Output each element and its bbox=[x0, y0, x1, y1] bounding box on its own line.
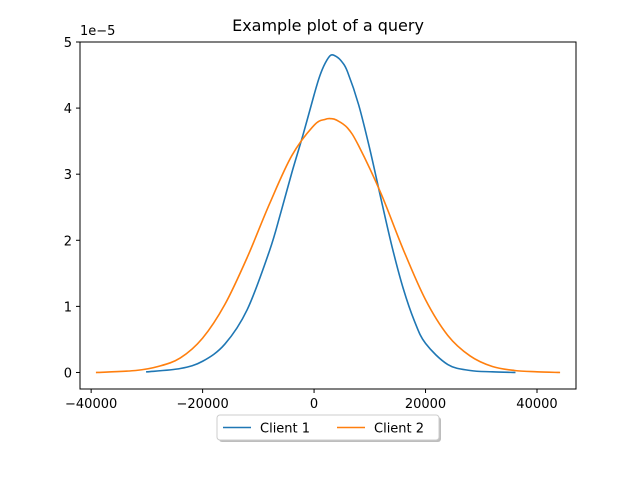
chart-title: Example plot of a query bbox=[232, 16, 424, 35]
legend-label-2: Client 2 bbox=[374, 422, 424, 437]
y-tick-label: 4 bbox=[64, 102, 72, 117]
legend-label-1: Client 1 bbox=[260, 422, 310, 437]
plot-area bbox=[95, 54, 561, 374]
legend: Client 1 Client 2 bbox=[216, 414, 441, 442]
x-tick-label: −20000 bbox=[176, 397, 228, 412]
y-tick-label: 3 bbox=[64, 168, 72, 183]
y-tick-label: 2 bbox=[64, 234, 72, 249]
axes-frame bbox=[79, 41, 577, 390]
y-axis-multiplier: 1e−5 bbox=[80, 24, 115, 39]
y-tick-label: 5 bbox=[64, 36, 72, 51]
series-line-2 bbox=[95, 117, 561, 374]
axes: −40000 −20000 0 20000 40000 0 1 2 3 4 5 bbox=[64, 36, 577, 412]
series-line-1 bbox=[146, 54, 516, 374]
y-tick-label: 0 bbox=[64, 366, 72, 381]
x-tick-label: −40000 bbox=[65, 397, 117, 412]
x-tick-label: 20000 bbox=[405, 397, 446, 412]
y-tick-label: 1 bbox=[64, 300, 72, 315]
x-tick-label: 0 bbox=[310, 397, 318, 412]
legend-box bbox=[216, 414, 440, 441]
x-tick-label: 40000 bbox=[516, 397, 557, 412]
